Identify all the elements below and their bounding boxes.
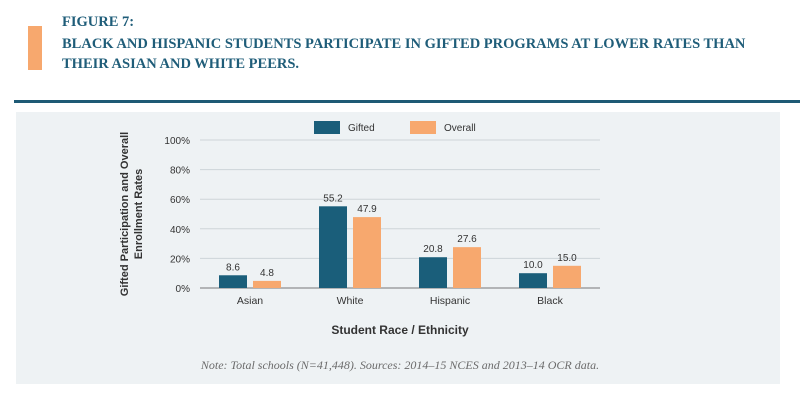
data-label: 55.2: [323, 193, 343, 204]
data-label: 4.8: [260, 268, 274, 279]
data-label: 8.6: [226, 262, 240, 273]
bar-gifted-hispanic: [419, 257, 447, 288]
accent-bar: [28, 26, 42, 70]
y-tick-label: 100%: [164, 136, 190, 147]
x-tick-label: Black: [537, 295, 563, 307]
chart-panel: 0% 20% 40% 60% 80% 100% 8.6 4.8 Asian 55.2 47.9 Whi…: [16, 112, 780, 384]
data-label: 15.0: [557, 253, 577, 264]
data-label: 27.6: [457, 234, 477, 245]
data-label: 10.0: [523, 260, 543, 271]
y-tick-label: 60%: [170, 195, 190, 206]
bar-overall-hispanic: [453, 247, 481, 288]
y-tick-label: 0%: [176, 284, 191, 295]
y-tick-label: 80%: [170, 166, 190, 177]
x-tick-label: Hispanic: [430, 295, 470, 307]
figure-label: FIGURE 7:: [62, 14, 135, 30]
figure-title: BLACK AND HISPANIC STUDENTS PARTICIPATE …: [62, 36, 746, 72]
data-label: 47.9: [357, 204, 377, 215]
legend-label-gifted: Gifted: [348, 123, 375, 134]
x-axis-label: Student Race / Ethnicity: [331, 323, 469, 337]
y-tick-label: 40%: [170, 225, 190, 236]
data-label: 20.8: [423, 244, 443, 255]
title-rule: [14, 100, 800, 103]
x-tick-label: White: [337, 295, 364, 307]
y-tick-label: 20%: [170, 254, 190, 265]
source-note: Note: Total schools (N=41,448). Sources:…: [200, 358, 600, 372]
bar-overall-black: [553, 265, 581, 288]
bar-chart: 0% 20% 40% 60% 80% 100% 8.6 4.8 Asian 55.2 47.9 Whi…: [119, 121, 600, 337]
bar-gifted-white: [319, 206, 347, 288]
bar-overall-white: [353, 217, 381, 288]
legend-swatch-gifted: [314, 121, 340, 134]
bar-gifted-asian: [219, 275, 247, 288]
y-axis-label: Enrollment Rates: [133, 169, 145, 259]
legend-label-overall: Overall: [444, 123, 476, 134]
y-axis-label: Gifted Participation and Overall: [119, 132, 131, 296]
bar-overall-asian: [253, 280, 281, 288]
bar-gifted-black: [519, 273, 547, 288]
legend-swatch-overall: [410, 121, 436, 134]
x-tick-label: Asian: [237, 295, 263, 307]
